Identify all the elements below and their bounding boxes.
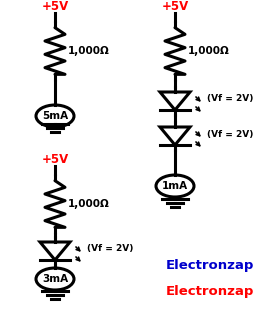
Text: +5V: +5V <box>161 0 188 13</box>
Text: 1mA: 1mA <box>162 181 188 191</box>
Text: (Vf = 2V): (Vf = 2V) <box>87 245 133 254</box>
Text: Electronzap: Electronzap <box>166 259 254 273</box>
Text: 3mA: 3mA <box>42 274 68 284</box>
Text: 5mA: 5mA <box>42 111 68 121</box>
Text: 1,000Ω: 1,000Ω <box>68 46 110 56</box>
Text: +5V: +5V <box>41 0 69 13</box>
Text: 1,000Ω: 1,000Ω <box>188 46 230 56</box>
Text: 1,000Ω: 1,000Ω <box>68 199 110 209</box>
Text: Electronzap: Electronzap <box>166 284 254 298</box>
Text: (Vf = 2V): (Vf = 2V) <box>207 129 254 138</box>
Text: +5V: +5V <box>41 153 69 166</box>
Text: (Vf = 2V): (Vf = 2V) <box>207 94 254 103</box>
